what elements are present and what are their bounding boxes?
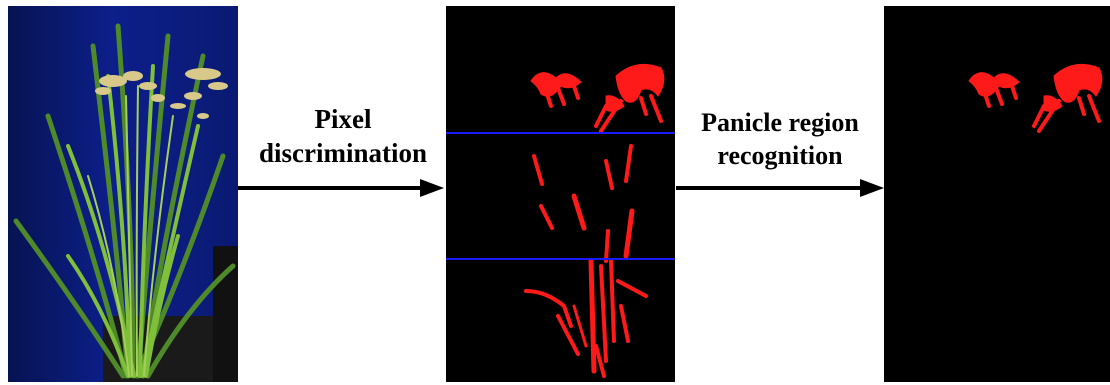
panicle-region-mask [884,6,1110,382]
arrow-right-icon [236,176,446,200]
step-label-panicle-region-recognition: Panicle region recognition [676,106,884,172]
rice-plant-illustration [8,6,238,382]
label-line-2: recognition [717,141,843,170]
label-line-1: Pixel [314,104,372,134]
arrow-right-icon [674,176,886,200]
segmented-mask [446,6,675,382]
label-line-2: discrimination [258,138,427,168]
rice-plant-photo [8,6,238,382]
label-line-1: Panicle region [701,108,859,137]
step-label-pixel-discrimination: Pixel discrimination [240,102,446,170]
